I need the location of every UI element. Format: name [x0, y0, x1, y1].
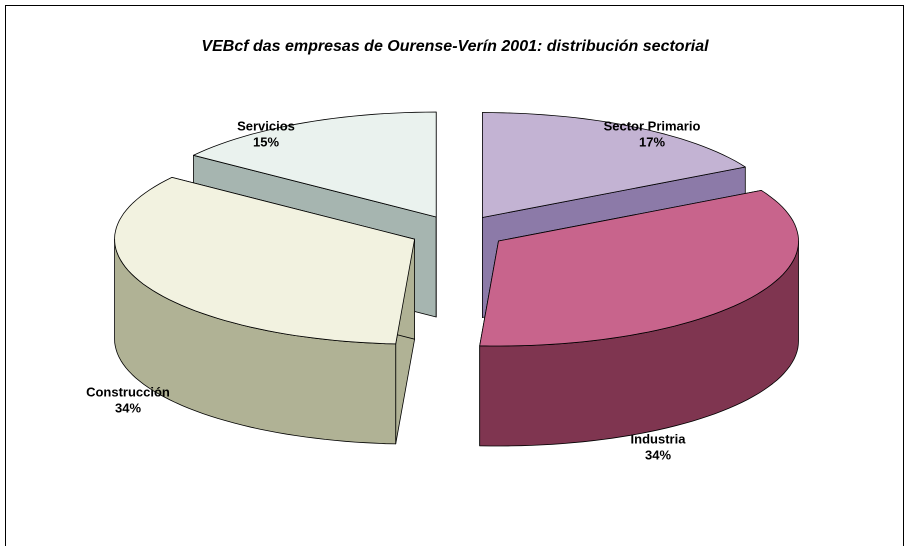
slice-value-label: 34%	[645, 447, 671, 462]
slice-value-label: 15%	[253, 134, 279, 149]
slice-label: Industria	[631, 431, 687, 446]
slice-top	[193, 111, 437, 218]
slice-label: Sector Primario	[604, 118, 701, 133]
slice-top	[482, 112, 746, 218]
slice-value-label: 17%	[639, 134, 665, 149]
slice	[114, 177, 415, 445]
slice-value-label: 34%	[115, 400, 141, 415]
slice-label: Construcción	[86, 384, 170, 399]
chart-title: VEBcf das empresas de Ourense-Verín 2001…	[201, 38, 709, 55]
slice-label: Servicios	[237, 118, 295, 133]
slice	[479, 190, 799, 447]
slice-top	[114, 177, 415, 345]
slice-top	[479, 190, 799, 347]
